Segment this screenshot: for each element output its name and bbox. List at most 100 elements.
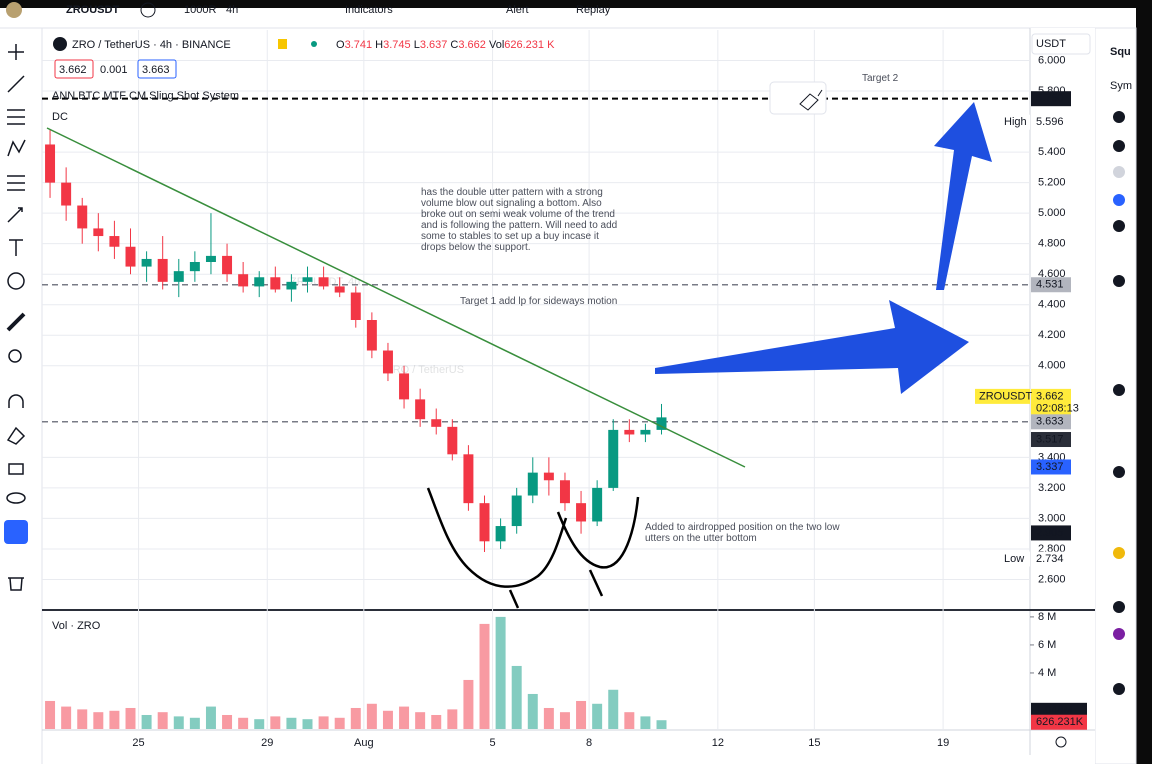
visibility-tool[interactable] bbox=[6, 492, 26, 504]
volume-bar bbox=[495, 616, 506, 729]
fib-tool[interactable] bbox=[7, 109, 25, 125]
volume-bar bbox=[399, 706, 410, 729]
y-tick-label: 2.600 bbox=[1038, 573, 1066, 585]
lock-drawing-tool[interactable] bbox=[6, 426, 26, 445]
price-marker-name-box bbox=[975, 388, 1030, 404]
volume-marker bbox=[1031, 714, 1087, 730]
x-tick-label: 19 bbox=[937, 737, 949, 749]
y-tick-label: 4.200 bbox=[1038, 329, 1066, 341]
delete-tool[interactable] bbox=[8, 577, 24, 591]
watch-icon[interactable] bbox=[1113, 683, 1125, 695]
alert-button[interactable]: Alert bbox=[506, 4, 529, 16]
watch-icon[interactable] bbox=[1113, 220, 1125, 232]
watchlist-rows bbox=[1113, 111, 1125, 695]
price-marker-label: 3.517 bbox=[1036, 433, 1064, 445]
watch-icon[interactable] bbox=[1113, 466, 1125, 478]
price-marker-label: 3.633 bbox=[1036, 416, 1064, 428]
link-tool-active[interactable] bbox=[4, 520, 28, 544]
lock-tool[interactable] bbox=[8, 463, 24, 475]
interval-count[interactable]: 1000R bbox=[184, 4, 216, 16]
volume-bar bbox=[45, 700, 56, 729]
volume-bar bbox=[640, 716, 651, 729]
ruler-tool[interactable] bbox=[6, 312, 26, 332]
volume-bar bbox=[109, 710, 120, 729]
pattern-tool[interactable] bbox=[7, 139, 26, 157]
candle-body bbox=[77, 205, 88, 229]
watch-icon[interactable] bbox=[1113, 628, 1125, 640]
candle-body bbox=[141, 258, 152, 267]
watch-icon[interactable] bbox=[1113, 601, 1125, 613]
crosshair-tool[interactable] bbox=[8, 44, 24, 60]
interval[interactable]: 4h bbox=[226, 4, 238, 16]
spread: 0.001 bbox=[100, 64, 128, 76]
volume-tick-label: 8 M bbox=[1038, 611, 1056, 623]
candle-body bbox=[205, 255, 216, 262]
emoji-tool[interactable] bbox=[7, 272, 25, 290]
currency[interactable]: USDT bbox=[1036, 38, 1066, 50]
volume-bar bbox=[350, 707, 361, 729]
x-tick-label: 25 bbox=[132, 737, 144, 749]
volume-marker-label: 626.231K bbox=[1036, 716, 1084, 728]
price-marker bbox=[1031, 459, 1071, 475]
currency-select[interactable] bbox=[1031, 33, 1091, 55]
brush-tool[interactable] bbox=[7, 207, 23, 223]
symbol-search[interactable]: ZROUSDT bbox=[66, 4, 119, 16]
volume-bar bbox=[463, 679, 474, 729]
watch-icon[interactable] bbox=[1113, 384, 1125, 396]
y-tick-label: 6.000 bbox=[1038, 54, 1066, 66]
candle-body bbox=[157, 258, 168, 282]
drawing-toolbar bbox=[769, 81, 827, 115]
magnet-tool[interactable] bbox=[8, 394, 24, 408]
watch-icon[interactable] bbox=[1113, 194, 1125, 206]
watch-icon[interactable] bbox=[1113, 166, 1125, 178]
volume-title: Vol · ZRO bbox=[52, 620, 101, 632]
zoom-tool[interactable] bbox=[8, 349, 22, 363]
replay-button[interactable]: Replay bbox=[576, 4, 611, 16]
volume-bar bbox=[302, 719, 313, 729]
x-tick-label: 12 bbox=[712, 737, 724, 749]
text-tool[interactable] bbox=[9, 239, 23, 256]
projection-tool[interactable] bbox=[7, 175, 25, 191]
y-tick-label: 4.400 bbox=[1038, 299, 1066, 311]
candle-body bbox=[93, 228, 104, 237]
candle-body bbox=[45, 144, 56, 183]
avatar[interactable] bbox=[6, 2, 22, 18]
price-marker-name: Low bbox=[1004, 553, 1024, 565]
arrow bbox=[655, 300, 969, 394]
candle-body bbox=[109, 236, 120, 247]
candle-body bbox=[415, 399, 426, 420]
indicators-button[interactable]: Indicators bbox=[345, 4, 393, 16]
watch-icon[interactable] bbox=[1113, 547, 1125, 559]
volume-bar bbox=[286, 717, 297, 729]
x-tick-label: 29 bbox=[261, 737, 273, 749]
price-marker bbox=[1031, 277, 1071, 293]
volume-bar bbox=[222, 714, 233, 729]
price-marker bbox=[1031, 388, 1071, 417]
y-tick-label: 4.000 bbox=[1038, 360, 1066, 372]
compare-button[interactable] bbox=[140, 2, 156, 18]
ohlc-value: 3.662 bbox=[458, 39, 486, 51]
candle-body bbox=[431, 419, 442, 427]
volume-bar bbox=[382, 710, 393, 729]
candle-body bbox=[592, 487, 603, 522]
watch-icon[interactable] bbox=[1113, 111, 1125, 123]
candle-body bbox=[350, 292, 361, 320]
candle-body bbox=[254, 277, 265, 287]
ohlc-label: C bbox=[450, 39, 458, 51]
candle-body bbox=[608, 429, 619, 488]
trendline-tool[interactable] bbox=[7, 75, 25, 93]
watch-icon[interactable] bbox=[1113, 140, 1125, 152]
candle-body bbox=[302, 277, 313, 282]
candle-body bbox=[463, 454, 474, 504]
status-dot bbox=[311, 41, 317, 47]
volume-bar bbox=[270, 716, 281, 729]
x-tick-label: 5 bbox=[489, 737, 495, 749]
watch-icon[interactable] bbox=[1113, 275, 1125, 287]
volume-bar bbox=[125, 707, 136, 729]
arrow bbox=[934, 102, 992, 290]
hand-drawing bbox=[508, 496, 640, 609]
